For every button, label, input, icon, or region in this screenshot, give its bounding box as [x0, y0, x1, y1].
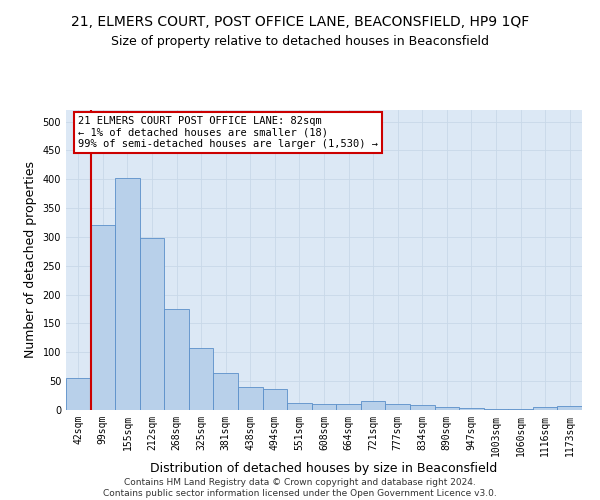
- Text: Size of property relative to detached houses in Beaconsfield: Size of property relative to detached ho…: [111, 35, 489, 48]
- Bar: [361, 401, 385, 410]
- Bar: [66, 378, 91, 410]
- Y-axis label: Number of detached properties: Number of detached properties: [24, 162, 37, 358]
- Text: Contains HM Land Registry data © Crown copyright and database right 2024.
Contai: Contains HM Land Registry data © Crown c…: [103, 478, 497, 498]
- Bar: [312, 404, 336, 410]
- Bar: [214, 372, 238, 410]
- Text: 21, ELMERS COURT, POST OFFICE LANE, BEACONSFIELD, HP9 1QF: 21, ELMERS COURT, POST OFFICE LANE, BEAC…: [71, 15, 529, 29]
- Bar: [533, 406, 557, 410]
- Bar: [385, 404, 410, 410]
- Bar: [336, 404, 361, 410]
- Bar: [263, 388, 287, 410]
- Bar: [434, 407, 459, 410]
- Bar: [115, 178, 140, 410]
- Bar: [91, 226, 115, 410]
- Bar: [287, 402, 312, 410]
- Bar: [410, 406, 434, 410]
- Bar: [189, 348, 214, 410]
- Bar: [164, 309, 189, 410]
- Bar: [459, 408, 484, 410]
- Text: 21 ELMERS COURT POST OFFICE LANE: 82sqm
← 1% of detached houses are smaller (18): 21 ELMERS COURT POST OFFICE LANE: 82sqm …: [78, 116, 378, 149]
- Bar: [140, 238, 164, 410]
- X-axis label: Distribution of detached houses by size in Beaconsfield: Distribution of detached houses by size …: [151, 462, 497, 474]
- Bar: [238, 387, 263, 410]
- Bar: [557, 406, 582, 410]
